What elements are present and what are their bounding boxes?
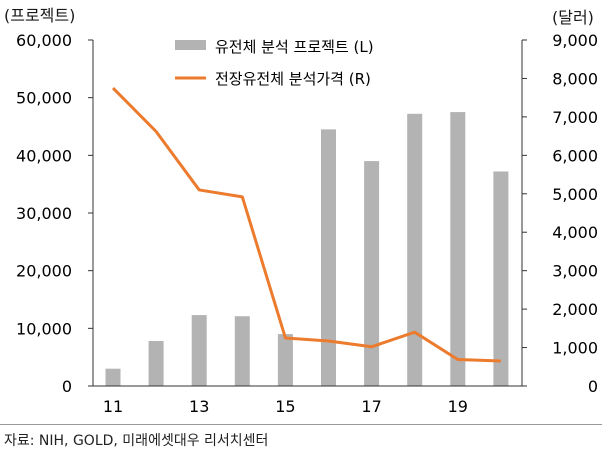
right-tick-label: 4,000	[552, 223, 598, 242]
x-tick-label: 17	[361, 397, 381, 416]
left-tick-label: 30,000	[16, 204, 72, 223]
bar-2019	[450, 112, 466, 386]
x-tick-label: 11	[103, 397, 123, 416]
right-tick-label: 0	[588, 377, 598, 396]
legend: 유전체 분석 프로젝트 (L) 전장유전체 분석가격 (R)	[175, 38, 374, 88]
x-tick-label: 13	[189, 397, 209, 416]
left-tick-label: 0	[62, 377, 72, 396]
right-tick-label: 8,000	[552, 69, 598, 88]
price-line	[111, 86, 501, 363]
right-axis-unit: (달러)	[552, 8, 594, 27]
bar-2018	[407, 113, 423, 387]
left-tick-label: 10,000	[16, 319, 72, 338]
right-tick-label: 5,000	[552, 185, 598, 204]
bar-2012	[148, 341, 164, 386]
bar-2017	[364, 161, 380, 386]
left-tick-label: 50,000	[16, 89, 72, 108]
right-tick-label: 3,000	[552, 262, 598, 281]
bar-2011	[105, 368, 121, 386]
legend-swatch-bar	[175, 40, 206, 50]
source-divider	[0, 424, 602, 425]
bar-2015	[277, 334, 293, 386]
source-note: 자료: NIH, GOLD, 미래에셋대우 리서치센터	[4, 433, 269, 449]
right-tick-label: 9,000	[552, 31, 598, 50]
bar-2014	[234, 316, 250, 386]
right-tick-label: 6,000	[552, 146, 598, 165]
legend-label-line: 전장유전체 분석가격 (R)	[215, 70, 371, 88]
left-axis-unit: (프로젝트)	[4, 6, 76, 25]
bar-2016	[321, 129, 336, 386]
bar-2020	[493, 171, 509, 386]
left-tick-label: 20,000	[16, 262, 72, 281]
x-tick-label: 15	[275, 397, 295, 416]
left-tick-label: 60,000	[16, 31, 72, 50]
legend-label-bar: 유전체 분석 프로젝트 (L)	[215, 38, 374, 56]
right-tick-label: 7,000	[552, 108, 598, 127]
right-tick-label: 1,000	[552, 339, 598, 358]
x-tick-label: 19	[448, 397, 468, 416]
chart: 0 10,000 20,000 30,000 40,000 50,000 60,000 0 1,…	[16, 31, 598, 416]
right-tick-label: 2,000	[552, 300, 598, 319]
bar-2013	[191, 315, 207, 386]
left-tick-label: 40,000	[16, 146, 72, 165]
